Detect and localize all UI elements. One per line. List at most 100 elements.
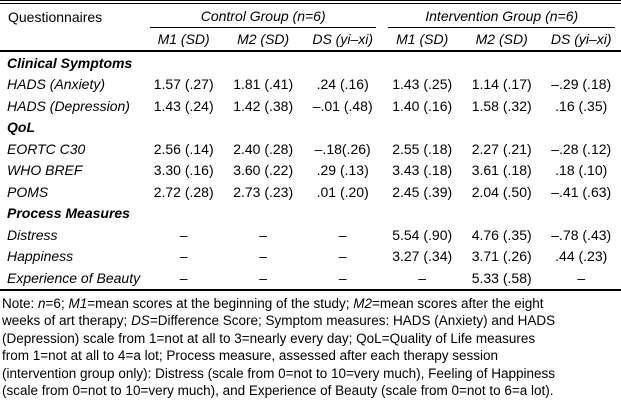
table-body: Clinical Symptoms HADS (Anxiety) 1.57 (.27… — [0, 52, 621, 289]
note-text: =Difference Score; Symptom measures: HAD… — [149, 313, 556, 328]
control-group-label: Control Group (n=6) — [149, 4, 377, 28]
table-row: WHO BREF 3.30 (.16) 3.60 (.22) .29 (.13) 3.4… — [0, 160, 621, 182]
value-cell: – — [259, 248, 268, 265]
value-cell: 5.33 (.58) — [471, 269, 532, 286]
value-cell: 1.58 (.32) — [471, 97, 532, 114]
value-cell: 2.73 (.23) — [233, 183, 294, 200]
note-line: from 1=not at all to 4=a lot; Process me… — [2, 347, 621, 365]
value-cell: – — [418, 269, 427, 286]
note-line: (intervention group only): Distress (sca… — [2, 365, 621, 383]
note-text: weeks of art therapy; — [2, 313, 132, 328]
col-header-intervention-ds: DS (yi–xi) — [541, 28, 621, 52]
value-cell: –.41 (.63) — [551, 183, 612, 200]
value-cell: 3.61 (.18) — [471, 162, 532, 179]
value-cell: 2.40 (.28) — [233, 140, 294, 157]
col-header-control-ds: DS (yi–xi) — [302, 28, 383, 52]
value-cell: –.28 (.12) — [551, 140, 612, 157]
note-text: Note: — [2, 295, 39, 311]
col-header-intervention-m1: M1 (SD) — [382, 28, 462, 52]
note-line: (Depression) scale from 1=not at all to … — [2, 330, 621, 348]
value-cell: –.29 (.18) — [551, 76, 612, 93]
section-header: Clinical Symptoms — [7, 54, 133, 71]
value-cell: 3.30 (.16) — [153, 162, 214, 179]
value-cell: 2.56 (.14) — [153, 140, 214, 157]
col-header-control-m1: M1 (SD) — [143, 28, 224, 52]
value-cell: – — [338, 248, 347, 265]
intervention-group-header: Intervention Group (n=6) — [382, 4, 621, 28]
value-cell: .29 (.13) — [316, 162, 369, 179]
value-cell: 2.55 (.18) — [392, 140, 453, 157]
value-cell: .18 (.10) — [555, 162, 608, 179]
value-cell: –.18(.26) — [314, 140, 371, 157]
note-term-italic: M1 — [68, 295, 88, 311]
value-cell: – — [179, 248, 188, 265]
value-cell: 3.43 (.18) — [392, 162, 453, 179]
value-cell: – — [577, 269, 586, 286]
note-line: (scale from 0=not to 10=very much), and … — [2, 382, 621, 400]
table-row: Distress – – – 5.54 (.90) 4.76 (.35) –.78 (.43… — [0, 224, 621, 246]
group-header-row: Questionnaires Control Group (n=6) Inter… — [0, 4, 621, 52]
results-table-grid: Questionnaires Control Group (n=6) Inter… — [0, 3, 621, 291]
value-cell: 1.43 (.25) — [392, 76, 453, 93]
value-cell: 2.04 (.50) — [471, 183, 532, 200]
value-cell: – — [259, 269, 268, 286]
table-row: POMS 2.72 (.28) 2.73 (.23) .01 (.20) 2.45 (.… — [0, 181, 621, 203]
note-term-italic: n — [38, 295, 46, 311]
results-table: Questionnaires Control Group (n=6) Inter… — [0, 0, 621, 291]
value-cell: .44 (.23) — [555, 248, 608, 265]
value-cell: 3.60 (.22) — [233, 162, 294, 179]
note-line: weeks of art therapy; DS=Difference Scor… — [2, 312, 621, 330]
row-label: WHO BREF — [7, 162, 83, 179]
note-text: (Depression) scale from 1=not at all to … — [2, 330, 536, 346]
section-header: Process Measures — [7, 205, 130, 222]
value-cell: .16 (.35) — [555, 97, 608, 114]
value-cell: 4.76 (.35) — [471, 226, 532, 243]
value-cell: – — [179, 269, 188, 286]
value-cell: –.78 (.43) — [551, 226, 612, 243]
value-cell: 1.43 (.24) — [153, 97, 214, 114]
table-row: HADS (Depression) 1.43 (.24) 1.42 (.38) –.0… — [0, 95, 621, 117]
section-header-row: QoL — [0, 117, 621, 139]
section-header-row: Clinical Symptoms — [0, 52, 621, 74]
row-label: EORTC C30 — [7, 140, 86, 157]
value-cell: .24 (.16) — [316, 76, 369, 93]
value-cell: 1.40 (.16) — [392, 97, 453, 114]
note-term-italic: M2 — [353, 295, 373, 311]
note-text: =mean scores after the eight — [372, 295, 544, 311]
value-cell: .01 (.20) — [316, 183, 369, 200]
value-cell: 3.71 (.26) — [471, 248, 532, 265]
table-row: HADS (Anxiety) 1.57 (.27) 1.81 (.41) .24 (.… — [0, 74, 621, 96]
value-cell: – — [259, 226, 268, 243]
value-cell: 1.81 (.41) — [233, 76, 294, 93]
table-row: Experience of Beauty – – – – 5.33 (.58) – — [0, 267, 621, 289]
value-cell: – — [338, 226, 347, 243]
column-header-row: M1 (SD) M2 (SD) DS (yi–xi) M1 (SD) M2 (S… — [0, 28, 621, 52]
row-label: POMS — [7, 183, 49, 200]
row-label: HADS (Anxiety) — [7, 76, 106, 93]
table-note: Note: n=6; M1=mean scores at the beginni… — [0, 295, 621, 400]
control-group-header: Control Group (n=6) — [144, 4, 383, 28]
value-cell: 2.72 (.28) — [153, 183, 214, 200]
note-text: (intervention group only): Distress (sca… — [2, 365, 556, 381]
section-header: QoL — [7, 119, 35, 136]
value-cell: 1.42 (.38) — [233, 97, 294, 114]
table-row: Happiness – – – 3.27 (.34) 3.71 (.26) .44 (.23… — [0, 246, 621, 268]
col-header-control-m2: M2 (SD) — [223, 28, 303, 52]
value-cell: – — [338, 269, 347, 286]
value-cell: 2.27 (.21) — [471, 140, 532, 157]
intervention-group-label: Intervention Group (n=6) — [388, 4, 615, 28]
questionnaires-column-header: Questionnaires — [0, 4, 144, 52]
value-cell: 1.57 (.27) — [153, 76, 214, 93]
value-cell: 2.45 (.39) — [392, 183, 453, 200]
table-row: EORTC C30 2.56 (.14) 2.40 (.28) –.18(.26) 2.… — [0, 138, 621, 160]
row-label: HADS (Depression) — [7, 97, 130, 114]
note-line: Note: n=6; M1=mean scores at the beginni… — [2, 295, 621, 313]
section-header-row: Process Measures — [0, 203, 621, 225]
value-cell: 5.54 (.90) — [392, 226, 453, 243]
note-term-italic: DS — [131, 313, 150, 328]
note-text: =6; — [45, 295, 69, 311]
value-cell: –.01 (.48) — [312, 97, 373, 114]
row-label: Distress — [7, 226, 58, 243]
row-label: Experience of Beauty — [7, 269, 141, 286]
